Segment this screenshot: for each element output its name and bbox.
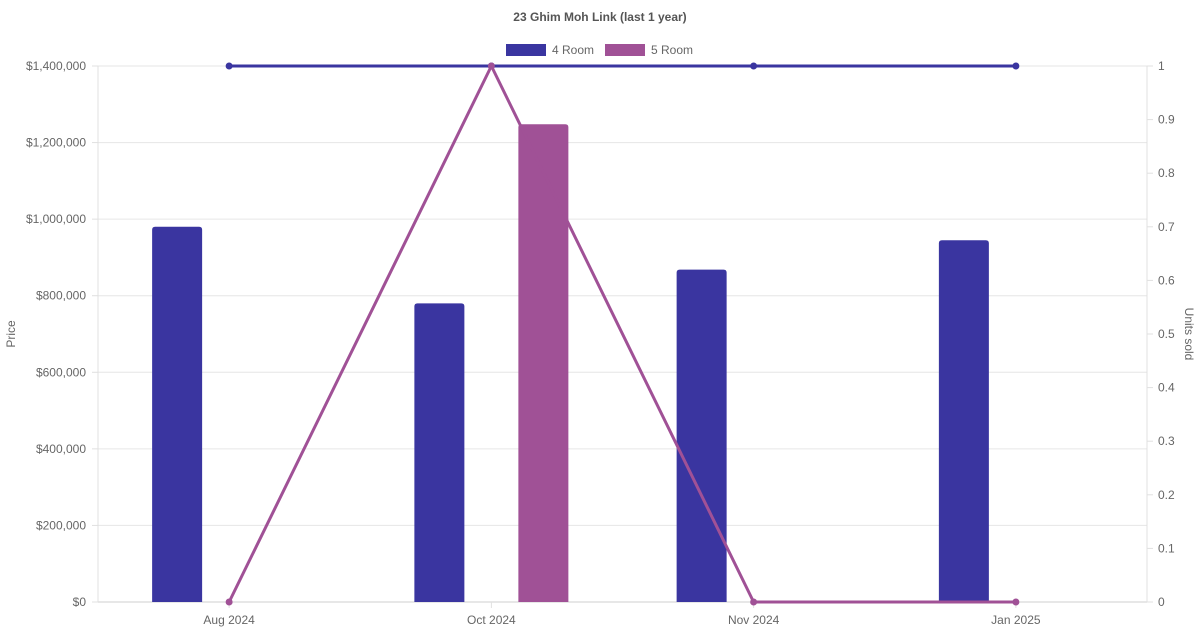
bars [152,124,989,603]
left-tick-label: $0 [73,595,87,609]
legend-label-4-room: 4 Room [552,43,594,57]
right-tick-label: 0.9 [1158,113,1175,127]
point-5-room [1012,598,1020,606]
legend-swatch-4-room [506,44,546,56]
legend-item-4-room[interactable]: 4 Room [506,43,594,57]
bar-5-room [518,124,569,603]
right-axis-ticks: 0 0.1 0.2 0.3 0.4 0.5 0.6 0.7 0.8 0.9 1 [1147,59,1175,609]
bar-4-room [414,303,465,602]
bar-4-room [676,269,727,602]
left-tick-label: $200,000 [36,518,86,532]
x-tick-label: Nov 2024 [728,613,780,627]
point-4-room [750,62,758,70]
left-tick-label: $400,000 [36,442,86,456]
chart-title: 23 Ghim Moh Link (last 1 year) [513,10,686,24]
left-tick-label: $600,000 [36,365,86,379]
right-axis-title: Units sold [1182,308,1196,361]
left-axis-title: Price [4,320,18,348]
left-axis-ticks: $0 $200,000 $400,000 $600,000 $800,000 $1,000… [26,59,98,609]
left-tick-label: $1,000,000 [26,212,86,226]
gridlines [97,65,1148,603]
left-tick-label: $1,200,000 [26,136,86,150]
legend-item-5-room[interactable]: 5 Room [605,43,693,57]
right-tick-label: 0.2 [1158,488,1175,502]
point-4-room [1012,62,1020,70]
right-tick-label: 0.5 [1158,327,1175,341]
right-tick-label: 0.8 [1158,166,1175,180]
bar-4-room [152,226,203,603]
right-tick-label: 0.3 [1158,434,1175,448]
x-tick-label: Jan 2025 [991,613,1041,627]
left-tick-label: $1,400,000 [26,59,86,73]
legend-label-5-room: 5 Room [651,43,693,57]
right-tick-label: 0 [1158,595,1165,609]
point-5-room [750,598,758,606]
legend-swatch-5-room [605,44,645,56]
right-tick-label: 0.1 [1158,541,1175,555]
right-tick-label: 1 [1158,59,1165,73]
point-5-room [225,598,233,606]
line-5-room [227,64,1016,604]
right-tick-label: 0.7 [1158,220,1175,234]
bar-4-room [938,240,989,602]
left-tick-label: $800,000 [36,289,86,303]
point-5-room [487,62,495,70]
x-tick-label: Aug 2024 [203,613,255,627]
right-tick-label: 0.6 [1158,273,1175,287]
legend: 4 Room 5 Room [506,43,693,57]
point-4-room [225,62,233,70]
right-tick-label: 0.4 [1158,381,1175,395]
lines [225,62,1020,606]
x-tick-label: Oct 2024 [467,613,516,627]
x-axis-ticks: Aug 2024 Oct 2024 Nov 2024 Jan 2025 [203,602,1041,627]
